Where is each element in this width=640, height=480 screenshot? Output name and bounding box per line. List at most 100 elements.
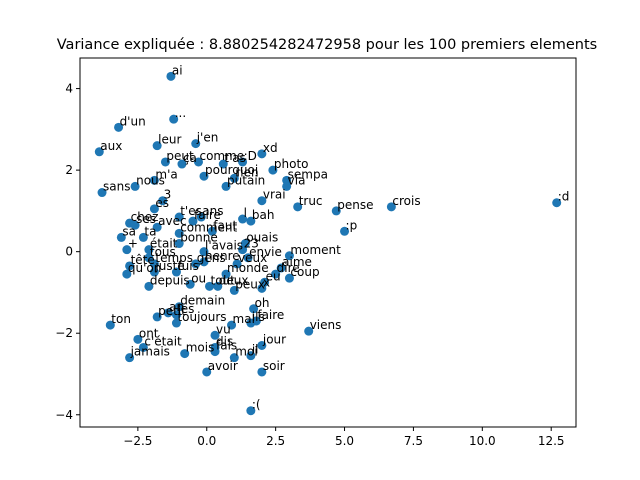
point-label: ai [172,63,183,77]
point-label: toujours [177,310,226,324]
point-label: 3 [164,188,172,202]
point-label: chez [131,210,159,224]
scatter-point [229,285,239,295]
x-tick-label: 0.0 [197,434,216,448]
scatter-point [218,159,228,169]
y-tick-label: −4 [55,408,73,422]
point-label: faut [213,218,237,232]
scatter-point [149,204,159,214]
point-label: via [288,173,306,187]
point-label: mal [233,312,255,326]
y-tick-label: 0 [65,245,73,259]
point-label: ouais [246,231,278,245]
scatter-point [193,157,203,167]
point-label: sempa [288,167,328,181]
scatter-point [130,220,140,230]
point-label: t'as [224,151,246,165]
scatter-point [386,202,396,212]
point-label: 23 [244,237,259,251]
scatter-point [152,312,162,322]
point-label: ou [191,271,206,285]
point-label: tête [131,253,155,267]
scatter-point [169,114,179,124]
point-label: :d [558,190,570,204]
point-label: fuis [177,259,198,273]
scatter-point [144,253,154,263]
point-label: crois [392,194,420,208]
scatter-point [331,206,341,216]
point-label: photo [274,157,309,171]
scatter-point [238,214,248,224]
scatter-point [180,349,190,359]
point-label: juste [154,259,184,273]
point-label: an [169,300,184,314]
point-label: vrai [263,188,286,202]
point-label: faire [194,208,221,222]
point-label: xd [263,141,278,155]
scatter-point [229,353,239,363]
scatter-point [174,228,184,238]
point-label: ont [139,326,159,340]
point-label: fais [216,339,237,353]
scatter-point [105,320,115,330]
point-label: envie [249,245,282,259]
scatter-point [133,334,143,344]
scatter-point [125,353,135,363]
point-label: petit [158,304,186,318]
chart-title: Variance expliquée : 8.880254282472958 p… [57,37,597,53]
scatter-point [257,340,267,350]
point-label: mois [186,341,215,355]
point-label: pourquoi [205,163,258,177]
scatter-point [552,198,562,208]
x-tick-label: 2.5 [266,434,285,448]
point-label: depuis [150,273,190,287]
point-label: moi [235,345,257,359]
point-label: l'avais [205,239,243,253]
point-label: t'es [180,204,202,218]
point-label: eu [266,269,281,283]
x-tick-label: −2.5 [123,434,152,448]
point-label: moment [290,243,341,257]
scatter-point [243,253,253,263]
scatter-point [221,269,231,279]
point-label: henre [205,249,240,263]
scatter-point [171,310,181,320]
point-label: j'en [196,131,219,145]
scatter-point [202,367,212,377]
scatter-point [257,196,267,206]
point-label: sans [103,180,130,194]
scatter-point [276,263,286,273]
point-label: avoir [208,359,238,373]
scatter-point [171,318,181,328]
scatter-point [210,347,220,357]
point-label: pense [337,198,373,212]
point-label: faire [257,308,284,322]
x-tick-label: 12.5 [538,434,565,448]
scatter-point [177,159,187,169]
point-label: :D [244,149,257,163]
point-label: :p [346,218,358,232]
x-tick-label: 5.0 [335,434,354,448]
scatter-point [94,147,104,157]
scatter-point [199,257,209,267]
scatter-point [130,181,140,191]
point-label: truc [299,194,323,208]
point-label: coup [290,265,319,279]
point-label: sa [122,224,136,238]
scatter-points [94,71,562,416]
scatter-point [188,216,198,226]
scatter-point [257,367,267,377]
point-label: les [177,302,194,316]
scatter-point [144,281,154,291]
point-label: soir [263,359,285,373]
point-label: es [155,196,169,210]
scatter-point [160,157,170,167]
y-tick-label: 2 [65,163,73,177]
point-label: il [252,343,259,357]
point-label: bah [252,208,275,222]
point-label: nous [136,173,165,187]
scatter-point [282,181,292,191]
x-tick-label: 10.0 [469,434,496,448]
scatter-point [149,259,159,269]
